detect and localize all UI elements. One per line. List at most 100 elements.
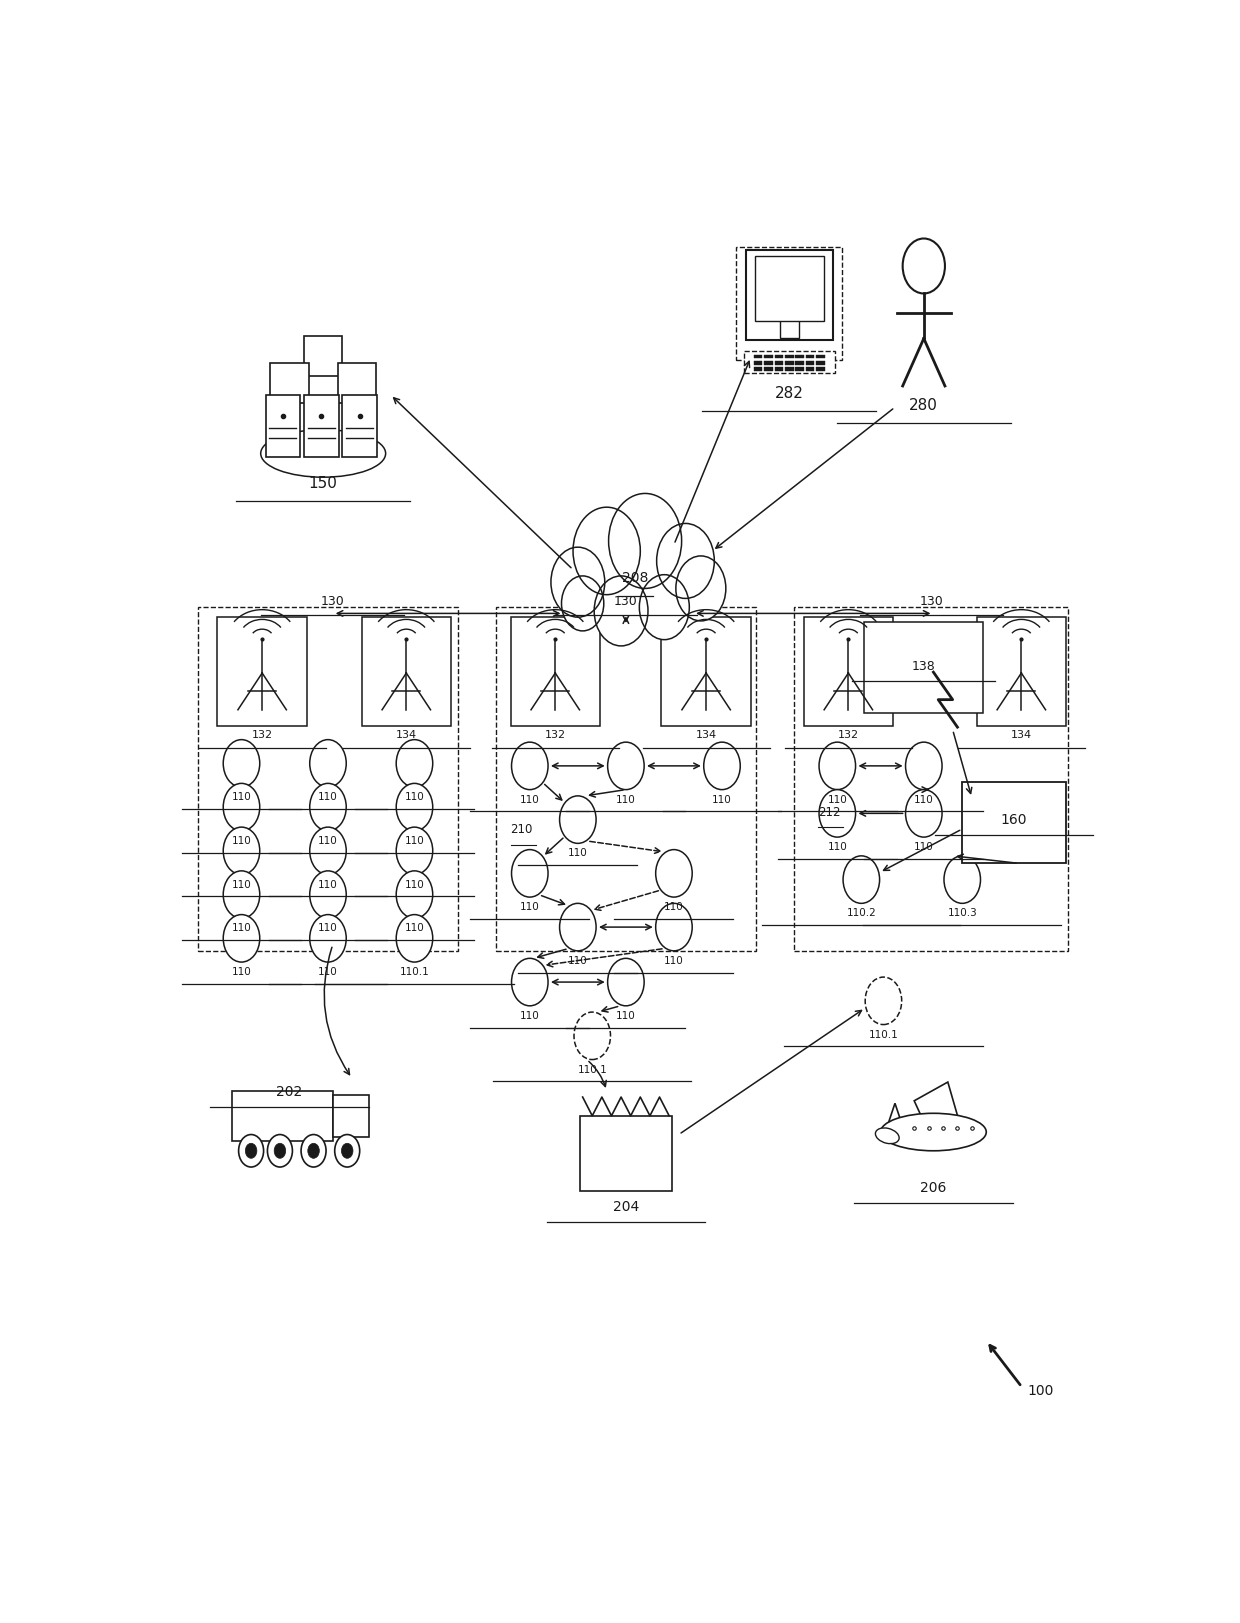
Circle shape [274, 1143, 285, 1159]
Bar [337, 364, 376, 404]
Circle shape [512, 742, 548, 790]
Bar [864, 622, 983, 714]
Circle shape [608, 958, 644, 1006]
Text: 202: 202 [277, 1084, 303, 1099]
Text: 110: 110 [568, 956, 588, 966]
Text: 110: 110 [319, 923, 337, 933]
Bar [661, 617, 750, 725]
Bar [198, 607, 458, 951]
Circle shape [820, 742, 856, 790]
Bar [304, 336, 342, 377]
Text: 160: 160 [1001, 813, 1028, 826]
Bar [511, 617, 600, 725]
Circle shape [593, 516, 688, 641]
Text: 204: 204 [613, 1199, 639, 1214]
Text: 134: 134 [396, 730, 417, 740]
Bar [737, 247, 842, 360]
Circle shape [223, 740, 259, 787]
Circle shape [905, 742, 942, 790]
Text: 210: 210 [511, 823, 533, 836]
Text: 110: 110 [404, 792, 424, 802]
Text: 138: 138 [911, 661, 936, 674]
Ellipse shape [260, 430, 386, 477]
Bar [962, 782, 1066, 863]
Polygon shape [885, 1104, 905, 1133]
Bar [754, 367, 763, 372]
Bar [342, 394, 377, 458]
Circle shape [676, 557, 725, 622]
Circle shape [657, 524, 714, 599]
Bar [217, 617, 306, 725]
Bar [775, 367, 784, 372]
Text: 110: 110 [665, 956, 683, 966]
Text: 110: 110 [914, 795, 934, 805]
Ellipse shape [875, 1128, 899, 1144]
Circle shape [944, 855, 981, 904]
Circle shape [512, 849, 548, 898]
Text: 110: 110 [404, 880, 424, 889]
Text: 134: 134 [696, 730, 717, 740]
Text: 110: 110 [232, 880, 252, 889]
Text: 110: 110 [568, 849, 588, 859]
Text: 134: 134 [1011, 730, 1032, 740]
Bar [746, 250, 832, 339]
Circle shape [308, 1143, 320, 1159]
Ellipse shape [880, 1113, 986, 1151]
Text: 130: 130 [920, 594, 944, 607]
Text: 110: 110 [520, 1011, 539, 1021]
Bar [804, 617, 893, 725]
Circle shape [335, 1134, 360, 1167]
Bar [806, 367, 815, 372]
Text: 150: 150 [309, 476, 337, 490]
Circle shape [820, 790, 856, 837]
Circle shape [246, 1143, 257, 1159]
Polygon shape [914, 1083, 962, 1133]
Text: 110: 110 [319, 880, 337, 889]
Bar [270, 364, 309, 404]
Text: 130: 130 [614, 594, 637, 607]
Bar [744, 351, 835, 373]
Text: 110: 110 [665, 902, 683, 912]
Bar [362, 617, 451, 725]
Text: 208: 208 [622, 571, 649, 586]
Circle shape [223, 828, 259, 875]
Text: 110.1: 110.1 [578, 1065, 608, 1074]
Bar [754, 355, 763, 359]
Circle shape [573, 506, 640, 594]
Text: 110: 110 [232, 967, 252, 977]
Text: 110: 110 [616, 795, 636, 805]
Circle shape [608, 742, 644, 790]
Circle shape [656, 904, 692, 951]
Circle shape [704, 742, 740, 790]
Bar [977, 617, 1066, 725]
Bar [785, 367, 794, 372]
Bar [795, 367, 804, 372]
Text: 282: 282 [775, 386, 804, 401]
Bar [816, 360, 825, 365]
Bar [794, 607, 1068, 951]
Text: 110: 110 [712, 795, 732, 805]
Text: 110: 110 [520, 795, 539, 805]
Bar [764, 367, 773, 372]
Bar [764, 355, 773, 359]
Bar [780, 313, 799, 339]
Bar [265, 394, 300, 458]
Bar [775, 360, 784, 365]
Bar [795, 355, 804, 359]
Circle shape [903, 239, 945, 294]
Circle shape [559, 904, 596, 951]
Text: 132: 132 [838, 730, 859, 740]
Circle shape [397, 828, 433, 875]
Circle shape [656, 849, 692, 898]
Bar [816, 355, 825, 359]
Text: 110: 110 [232, 792, 252, 802]
Circle shape [310, 784, 346, 831]
Bar [775, 355, 784, 359]
Text: 110: 110 [404, 836, 424, 846]
Bar [754, 360, 763, 365]
Bar [764, 360, 773, 365]
Text: 110.3: 110.3 [947, 909, 977, 919]
Circle shape [223, 915, 259, 962]
Bar [785, 360, 794, 365]
Text: 110: 110 [616, 1011, 636, 1021]
